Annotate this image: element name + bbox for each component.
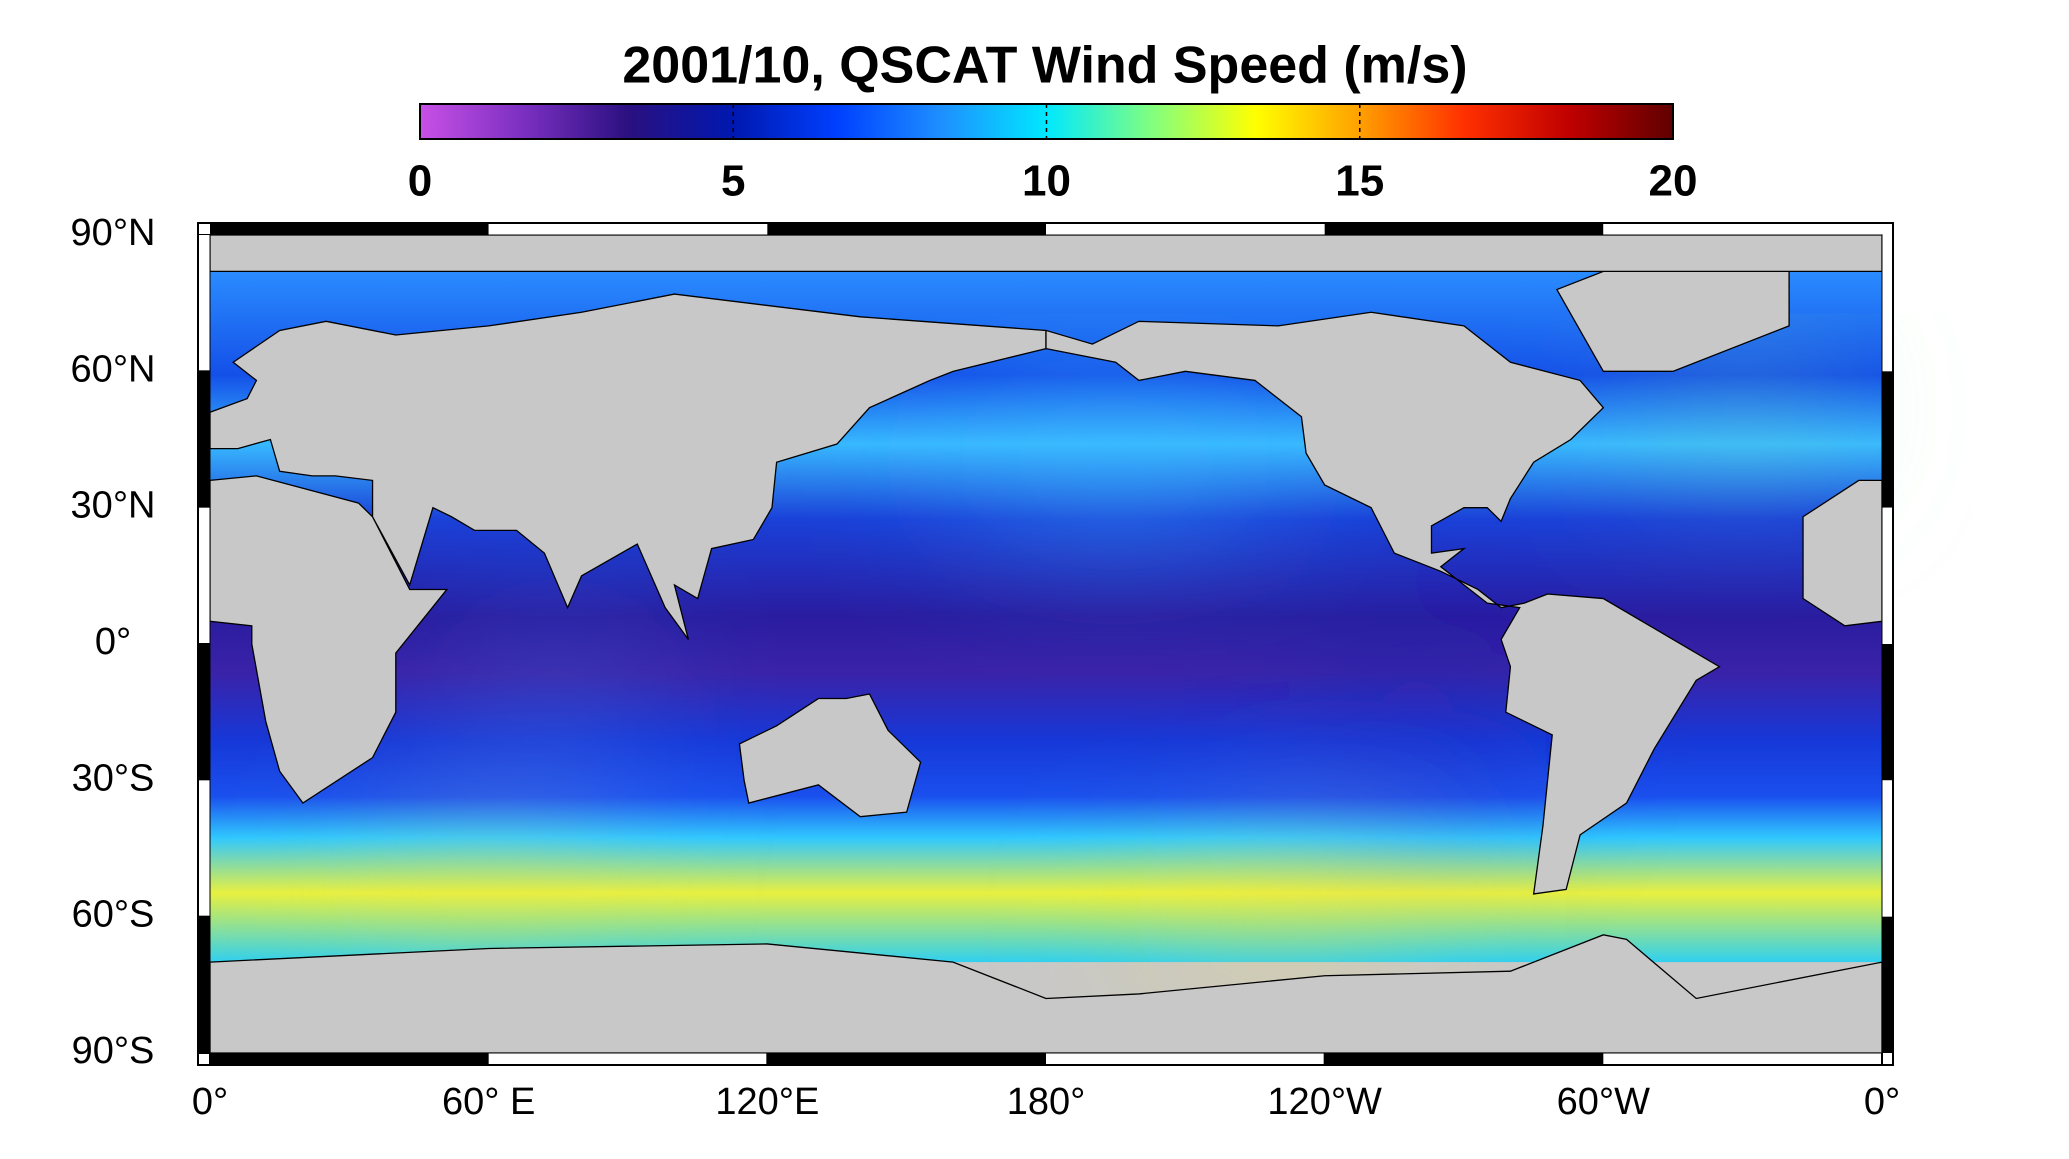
frame-band	[1603, 223, 1882, 235]
x-tick-label: 0°	[1864, 1081, 1900, 1123]
frame-band	[198, 644, 210, 781]
map-title: 2001/10, QSCAT Wind Speed (m/s)	[622, 37, 1467, 95]
frame-band	[767, 223, 1046, 235]
colorbar-tick-label: 5	[721, 157, 745, 206]
map-edge	[209, 234, 1883, 1054]
x-tick-label: 60°W	[1557, 1081, 1650, 1123]
colorbar-tick-label: 20	[1649, 157, 1698, 206]
frame-band	[1046, 1053, 1325, 1065]
frame-band	[1882, 507, 1893, 644]
frame-band	[198, 235, 210, 372]
frame-band	[1046, 223, 1325, 235]
x-tick-label: 0°	[192, 1081, 228, 1123]
frame-band	[210, 223, 489, 235]
frame-band	[1882, 644, 1893, 781]
frame-band	[1882, 780, 1893, 917]
frame-band	[198, 507, 210, 644]
frame-band	[1324, 223, 1604, 235]
colorbar-tick-label: 10	[1022, 157, 1071, 206]
frame-band	[198, 780, 210, 917]
frame-outline	[197, 222, 1894, 1066]
frame-band	[1882, 371, 1893, 508]
frame-band	[1603, 1053, 1882, 1065]
colorbar-tick-label: 15	[1335, 157, 1384, 206]
y-tick-label: 0°	[95, 621, 131, 663]
x-tick-label: 120°E	[715, 1081, 819, 1123]
map-layer	[210, 235, 1882, 1053]
x-tick-label: 180°	[1007, 1081, 1086, 1123]
y-tick-label: 30°N	[71, 485, 156, 527]
frame-band	[210, 1053, 489, 1065]
y-tick-label: 60°S	[72, 894, 155, 936]
frame-band	[488, 223, 768, 235]
frame-band	[767, 1053, 1046, 1065]
frame-band	[198, 371, 210, 508]
y-tick-label: 60°N	[71, 348, 156, 390]
frame-band	[198, 916, 210, 1053]
wind-patterns	[372, 371, 1827, 949]
x-tick-label: 60° E	[442, 1081, 535, 1123]
frame-band	[488, 1053, 768, 1065]
frame-band	[1324, 1053, 1604, 1065]
colorbar-tick-label: 0	[408, 157, 432, 206]
frame-band	[1882, 916, 1893, 1053]
y-tick-label: 30°S	[72, 757, 155, 799]
y-tick-label: 90°N	[71, 212, 156, 254]
frame-band	[1882, 235, 1893, 372]
y-tick-label: 90°S	[72, 1030, 155, 1072]
x-tick-label: 120°W	[1267, 1081, 1382, 1123]
